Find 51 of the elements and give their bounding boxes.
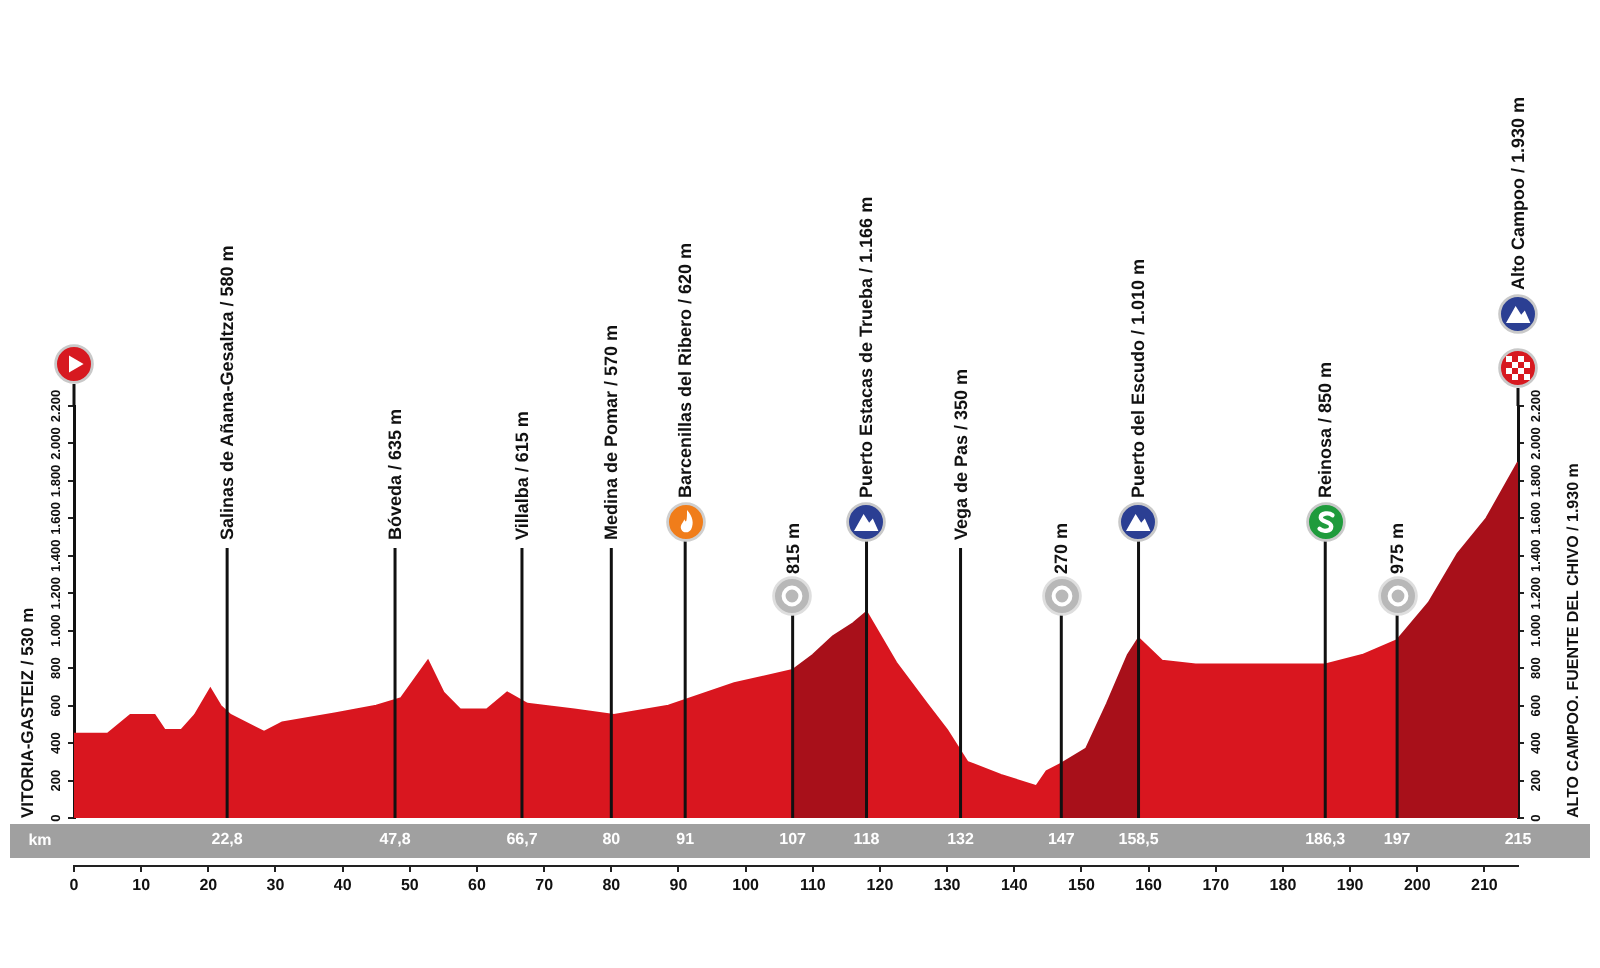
x-tick-label: 50 [400, 876, 420, 895]
ref-line-label: 975 m [1387, 522, 1408, 574]
ref-line-label: Barcenillas del Ribero / 620 m [675, 242, 696, 498]
x-tick-label: 30 [266, 876, 286, 895]
x2-tick-label: 22,8 [211, 830, 244, 849]
ref-line-label: 815 m [782, 522, 803, 574]
x2-axis-title: km [28, 831, 52, 850]
x-tick-label: 10 [132, 876, 152, 895]
y-axis-title: VITORIA-GASTEIZ / 530 m [16, 606, 37, 818]
x2-tick-label: 197 [1383, 830, 1412, 849]
x-tick-label: 110 [799, 876, 827, 895]
x2-tick-label: 158,5 [1118, 830, 1160, 849]
x-tick-label: 190 [1336, 876, 1365, 895]
x-tick-label: 60 [468, 876, 487, 895]
x-tick-label: 100 [732, 876, 761, 895]
x-tick-label: 20 [199, 876, 219, 895]
x-tick-label: 70 [535, 876, 555, 895]
x2-tick-label: 132 [947, 830, 975, 849]
ref-line-label: Vega de Pas / 350 m [950, 368, 971, 540]
x-tick-label: 160 [1135, 876, 1164, 895]
y2-axis-title: ALTO CAMPOO. FUENTE DEL CHIVO / 1.930 m [1564, 463, 1583, 818]
ref-line-label: Salinas de Añana-Gesaltza / 580 m [217, 245, 238, 540]
text: Alto Campoo / 1.930 m [1507, 96, 1528, 290]
x-tick-label: 120 [866, 876, 895, 895]
x-tick-label: 0 [69, 876, 80, 895]
ref-line-label: 270 m [1051, 522, 1072, 574]
x-tick-label: 200 [1403, 876, 1432, 895]
x-tick-label: 130 [933, 876, 962, 895]
x-tick-label: 80 [602, 876, 622, 895]
ref-line-label: Medina de Pomar / 570 m [601, 324, 622, 540]
x2-tick-label: 91 [676, 830, 696, 849]
x2-tick-label: 147 [1047, 830, 1076, 849]
x2-tick-label: 80 [602, 830, 622, 849]
x-tick-label: 210 [1471, 876, 1499, 895]
ref-line-label: Bóveda / 635 m [385, 408, 406, 540]
x2-tick-label: 215 [1504, 830, 1533, 849]
x-tick-label: 40 [333, 876, 353, 895]
x2-tick-label: 47,8 [379, 830, 412, 849]
x-tick-label: 90 [669, 876, 689, 895]
ref-line-label: Puerto Estacas de Trueba / 1.166 m [856, 196, 877, 498]
x-tick-label: 150 [1068, 876, 1096, 895]
ref-line-label: Villalba / 615 m [511, 411, 532, 540]
x-tick-label: 140 [1000, 876, 1029, 895]
x2-tick-label: 107 [779, 830, 808, 849]
x2-tick-label: 66,7 [506, 830, 539, 849]
ref-line-label: Reinosa / 850 m [1315, 361, 1336, 498]
x-tick-label: 180 [1269, 876, 1298, 895]
x2-tick-label: 186,3 [1305, 830, 1347, 849]
x2-tick-label: 118 [853, 830, 881, 849]
x-tick-label: 170 [1202, 876, 1231, 895]
ref-line-label: Puerto del Escudo / 1.010 m [1128, 258, 1149, 498]
